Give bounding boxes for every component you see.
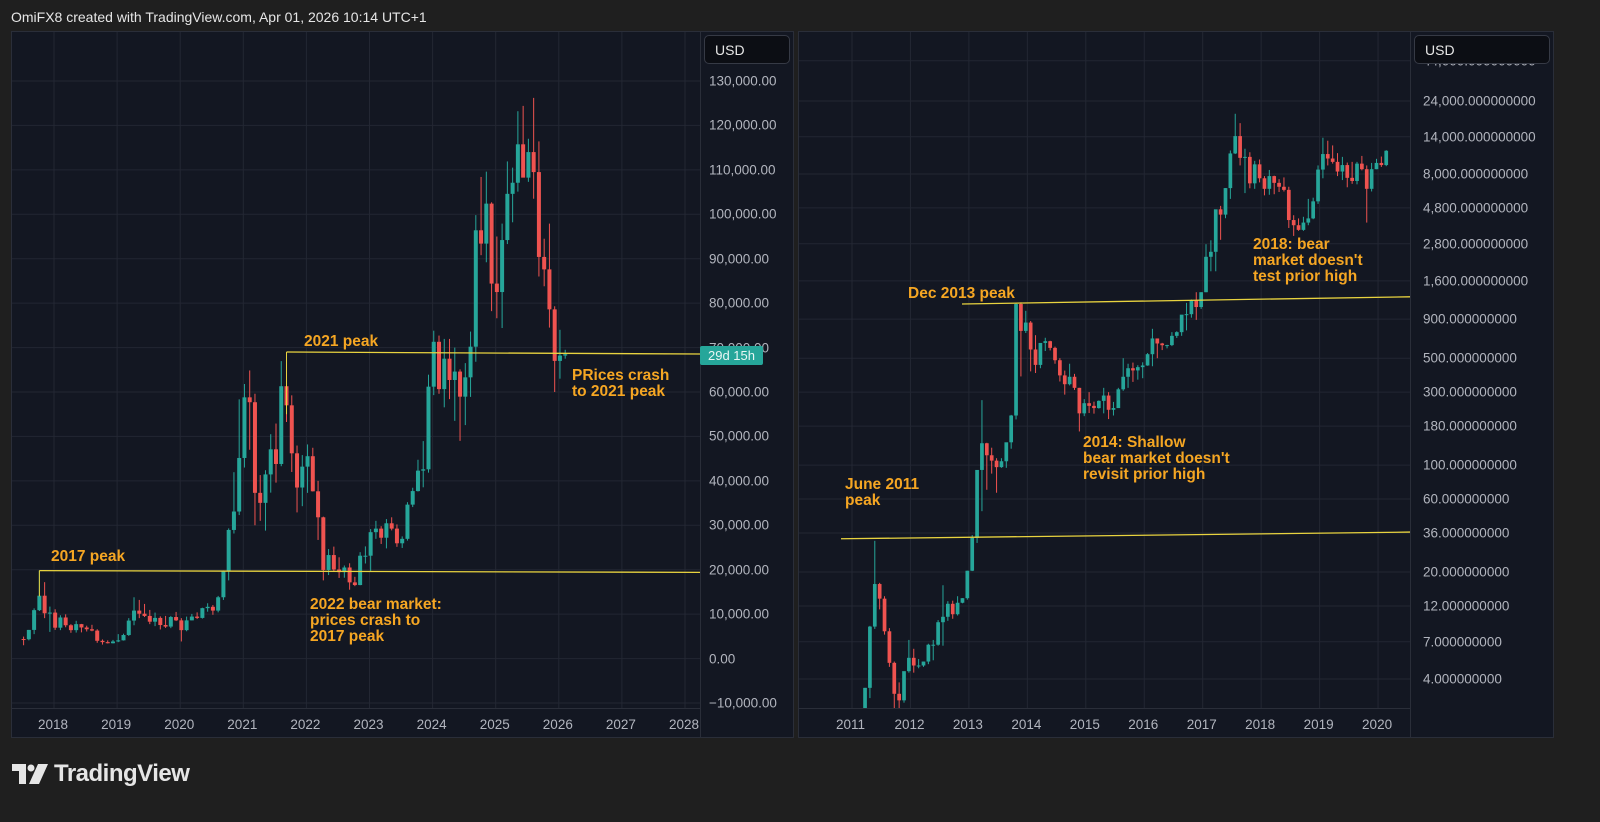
tradingview-logo[interactable]: TradingView: [12, 760, 190, 788]
tradingview-wordmark: TradingView: [54, 760, 190, 787]
x-tick-label: 2014: [1011, 717, 1042, 732]
annotation-b2014: 2014: Shallow bear market doesn't revisi…: [1083, 434, 1230, 483]
y-tick-label: 10,000.00: [709, 606, 770, 622]
x-tick-label: 2012: [894, 717, 925, 732]
left-currency-label[interactable]: USD: [704, 35, 790, 64]
left-price-plot[interactable]: [12, 32, 700, 708]
x-tick-label: 2016: [1128, 717, 1159, 732]
y-tick-label: 120,000.00: [709, 117, 777, 133]
annotation-acrash: PRices crash to 2021 peak: [572, 367, 670, 400]
x-tick-label: 2018: [38, 717, 69, 732]
x-tick-label: 2017: [1186, 717, 1217, 732]
annotation-b2018: 2018: bear market doesn't test prior hig…: [1253, 236, 1363, 285]
right-price-plot[interactable]: [799, 32, 1410, 708]
left-price-axis[interactable]: USD 130,000.00 120,000.00 110,000.00 100,00…: [700, 32, 795, 737]
x-tick-label: 2020: [1362, 717, 1393, 732]
x-tick-label: 2027: [605, 717, 636, 732]
tradingview-logo-icon: [12, 764, 48, 784]
y-tick-label: 36.000000000: [1423, 525, 1510, 541]
y-tick-label: 90,000.00: [709, 251, 770, 267]
x-tick-label: 2028: [669, 717, 700, 732]
y-tick-label: 900.000000000: [1423, 311, 1517, 327]
y-tick-label: −10,000.00: [709, 695, 777, 711]
x-tick-label: 2021: [227, 717, 258, 732]
x-tick-label: 2024: [416, 717, 447, 732]
y-tick-label: 30,000.00: [709, 517, 770, 533]
annotation-a2021: 2021 peak: [304, 333, 379, 350]
x-tick-label: 2011: [836, 717, 866, 732]
y-tick-label: 20.000000000: [1423, 564, 1510, 580]
y-tick-label: 20,000.00: [709, 562, 770, 578]
x-tick-label: 2018: [1245, 717, 1276, 732]
y-tick-label: 4,800.000000000: [1423, 200, 1529, 216]
y-tick-label: 500.000000000: [1423, 350, 1517, 366]
y-tick-label: 180.000000000: [1423, 418, 1517, 434]
x-tick-label: 2022: [290, 717, 321, 732]
left-time-axis[interactable]: 2018 2019 2020 2021 2022 2023 2024 2025 2026 2027…: [12, 708, 700, 739]
y-tick-label: 80,000.00: [709, 295, 770, 311]
x-tick-label: 2025: [479, 717, 510, 732]
y-tick-label: 50,000.00: [709, 428, 770, 444]
annotation-b2011: June 2011 peak: [845, 476, 920, 509]
right-currency-label[interactable]: USD: [1414, 35, 1550, 64]
y-tick-label: 7.000000000: [1423, 634, 1502, 650]
y-tick-label: 2,800.000000000: [1423, 236, 1529, 252]
x-tick-label: 2015: [1069, 717, 1100, 732]
y-tick-label: 24,000.000000000: [1423, 93, 1536, 109]
chart-credit-header: OmiFX8 created with TradingView.com, Apr…: [11, 9, 427, 25]
x-tick-label: 2026: [542, 717, 573, 732]
x-tick-label: 2013: [952, 717, 983, 732]
y-tick-label: 14,000.000000000: [1423, 129, 1536, 145]
x-tick-label: 2023: [353, 717, 384, 732]
right-time-axis[interactable]: 2011 2012 2013 2014 2015 2016 2017 2018 2019 2020: [799, 708, 1410, 739]
annotation-b2013: Dec 2013 peak: [908, 285, 1015, 302]
bar-countdown-badge: 29d 15h: [700, 346, 763, 365]
y-tick-label: 0.00: [709, 651, 736, 667]
y-tick-label: 12.000000000: [1423, 598, 1510, 614]
y-tick-label: 300.000000000: [1423, 384, 1517, 400]
y-tick-label: 40,000.00: [709, 473, 770, 489]
annotation-a2022: 2022 bear market: prices crash to 2017 p…: [310, 596, 442, 645]
y-tick-label: 100,000.00: [709, 206, 777, 222]
x-tick-label: 2019: [101, 717, 132, 732]
left-chart-panel[interactable]: USD 130,000.00 120,000.00 110,000.00 100,00…: [11, 31, 794, 738]
y-tick-label: 8,000.000000000: [1423, 166, 1529, 182]
y-tick-label: 60.000000000: [1423, 491, 1510, 507]
right-price-axis[interactable]: USD 44,000.00000000024,000.00000000014,0…: [1410, 32, 1555, 737]
y-tick-label: 130,000.00: [709, 73, 777, 89]
right-chart-panel[interactable]: USD 44,000.00000000024,000.00000000014,0…: [798, 31, 1554, 738]
y-tick-label: 4.000000000: [1423, 671, 1502, 687]
y-tick-label: 100.000000000: [1423, 457, 1517, 473]
x-tick-label: 2020: [164, 717, 195, 732]
x-tick-label: 2019: [1303, 717, 1334, 732]
y-tick-label: 1,600.000000000: [1423, 273, 1529, 289]
y-tick-label: 60,000.00: [709, 384, 770, 400]
y-tick-label: 110,000.00: [709, 162, 776, 178]
annotation-a2017: 2017 peak: [51, 548, 126, 565]
